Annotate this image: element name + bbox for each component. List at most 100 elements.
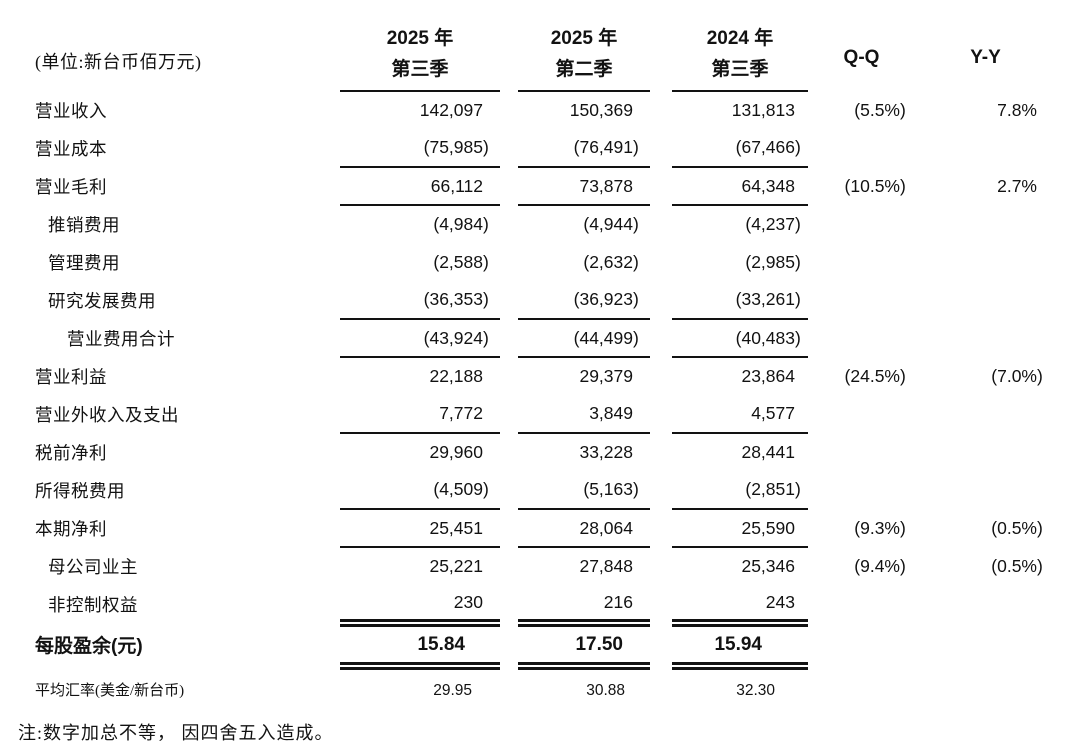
value-qq (808, 243, 915, 281)
column-gap (500, 129, 518, 167)
row-label: 管理费用 (48, 252, 120, 273)
value-2024-q3: 28,441 (741, 442, 795, 462)
value-2025-q3: (75,985) (340, 129, 500, 168)
value-2025-q2: 33,228 (579, 442, 633, 462)
table-row: 管理费用 (2,588) (2,632) (2,985) (0, 243, 1056, 281)
value-qq (808, 666, 915, 712)
row-label: 平均汇率(美金/新台币) (35, 682, 185, 699)
value-yy: (7.0%) (991, 365, 1043, 386)
table-row: 营业毛利 66,112 73,878 64,348 (10.5%) 2.7% (0, 167, 1056, 206)
table-row: 税前净利 29,960 33,228 28,441 (0, 433, 1056, 471)
value-yy: 2.7% (997, 175, 1037, 196)
column-gap (500, 433, 518, 471)
column-gap (500, 357, 518, 395)
value-yy: (0.5%) (991, 517, 1043, 538)
table-row: 营业利益 22,188 29,379 23,864 (24.5%) (7.0%) (0, 357, 1056, 395)
column-gap (650, 357, 672, 395)
value-2025-q3: (2,588) (433, 251, 489, 272)
column-gap (500, 319, 518, 357)
col-header-year: 2025 年 (550, 28, 618, 49)
column-gap (650, 433, 672, 471)
table-header: (单位:新台币佰万元) 2025 年 第三季 2025 年 第二季 2024 年… (0, 0, 1056, 92)
column-gap (650, 585, 672, 623)
column-gap (650, 319, 672, 357)
table-row: 营业成本 (75,985) (76,491) (67,466) (0, 129, 1056, 168)
col-header-year: 2025 年 (386, 28, 454, 49)
value-yy (915, 281, 1056, 319)
value-2024-q3: (40,483) (672, 319, 808, 358)
value-2025-q2: 216 (518, 585, 650, 627)
value-yy (915, 129, 1056, 167)
value-2025-q3: 66,112 (340, 167, 500, 206)
value-2024-q3: 15.94 (672, 623, 808, 670)
row-label: 营业成本 (35, 138, 107, 159)
value-qq (808, 205, 915, 243)
table-row: 平均汇率(美金/新台币) 29.95 30.88 32.30 (0, 666, 1056, 712)
table-row: 营业费用合计 (43,924) (44,499) (40,483) (0, 319, 1056, 358)
value-qq (808, 585, 915, 623)
row-label: 营业外收入及支出 (35, 404, 179, 425)
table-body: 营业收入 142,097 150,369 131,813 (5.5%) 7.8% 营业成本 (… (0, 91, 1056, 712)
value-qq (808, 129, 915, 167)
column-gap (650, 666, 672, 712)
column-gap (500, 395, 518, 433)
value-2024-q3: (4,237) (745, 214, 801, 234)
column-gap (650, 281, 672, 319)
value-yy (915, 205, 1056, 243)
value-2025-q3: 230 (340, 585, 500, 627)
column-gap (500, 666, 518, 712)
col-header-2025-q2: 2025 年 第二季 (518, 0, 650, 92)
value-2025-q3: 29,960 (429, 442, 483, 462)
row-label: 营业利益 (35, 366, 107, 387)
value-2024-q3: (33,261) (672, 281, 808, 320)
value-2025-q3: 25,221 (429, 556, 483, 576)
column-gap (500, 243, 518, 281)
value-qq: (10.5%) (844, 175, 906, 196)
value-2024-q3: 64,348 (672, 167, 808, 206)
row-label: 研究发展费用 (48, 290, 156, 311)
row-label: 税前净利 (35, 442, 107, 463)
col-header-qq: Q-Q (843, 47, 880, 68)
column-gap (650, 0, 672, 91)
value-2025-q2: 3,849 (518, 395, 650, 434)
value-qq: (9.4%) (854, 555, 906, 576)
value-2024-q3: 25,346 (741, 556, 795, 576)
value-2024-q3: 4,577 (672, 395, 808, 434)
value-2024-q3: 32.30 (736, 682, 775, 699)
column-gap (500, 281, 518, 319)
value-yy (915, 623, 1056, 666)
value-qq (808, 471, 915, 509)
col-header-2024-q3: 2024 年 第三季 (672, 0, 808, 92)
value-yy (915, 471, 1056, 509)
row-label: 母公司业主 (48, 556, 138, 577)
value-yy: (0.5%) (991, 555, 1043, 576)
value-2025-q2: (36,923) (518, 281, 650, 320)
value-qq (808, 395, 915, 433)
col-header-yy: Y-Y (970, 47, 1001, 68)
table-row: 营业外收入及支出 7,772 3,849 4,577 (0, 395, 1056, 434)
column-gap (650, 129, 672, 167)
value-yy: 7.8% (997, 99, 1037, 120)
value-2025-q3: 7,772 (340, 395, 500, 434)
value-qq: (9.3%) (854, 517, 906, 538)
value-yy (915, 433, 1056, 471)
value-2025-q3: 25,451 (340, 509, 500, 548)
table-row: 所得税费用 (4,509) (5,163) (2,851) (0, 471, 1056, 510)
value-yy (915, 319, 1056, 357)
value-qq (808, 433, 915, 471)
value-2024-q3: 25,590 (672, 509, 808, 548)
col-header-quarter: 第二季 (555, 59, 613, 80)
value-2025-q2: (2,632) (583, 251, 639, 272)
footnote: 注:数字加总不等， 因四舍五入造成。 (18, 723, 334, 743)
value-2025-q3: 29.95 (433, 682, 472, 699)
value-2024-q3: 23,864 (741, 366, 795, 386)
column-gap (650, 395, 672, 433)
row-label: 本期净利 (35, 518, 107, 539)
col-header-quarter: 第三季 (391, 59, 449, 80)
unit-label: (单位:新台币佰万元) (35, 52, 202, 72)
column-gap (500, 509, 518, 547)
value-qq: (5.5%) (854, 99, 906, 120)
column-gap (500, 585, 518, 623)
value-2025-q3: 142,097 (419, 100, 483, 120)
